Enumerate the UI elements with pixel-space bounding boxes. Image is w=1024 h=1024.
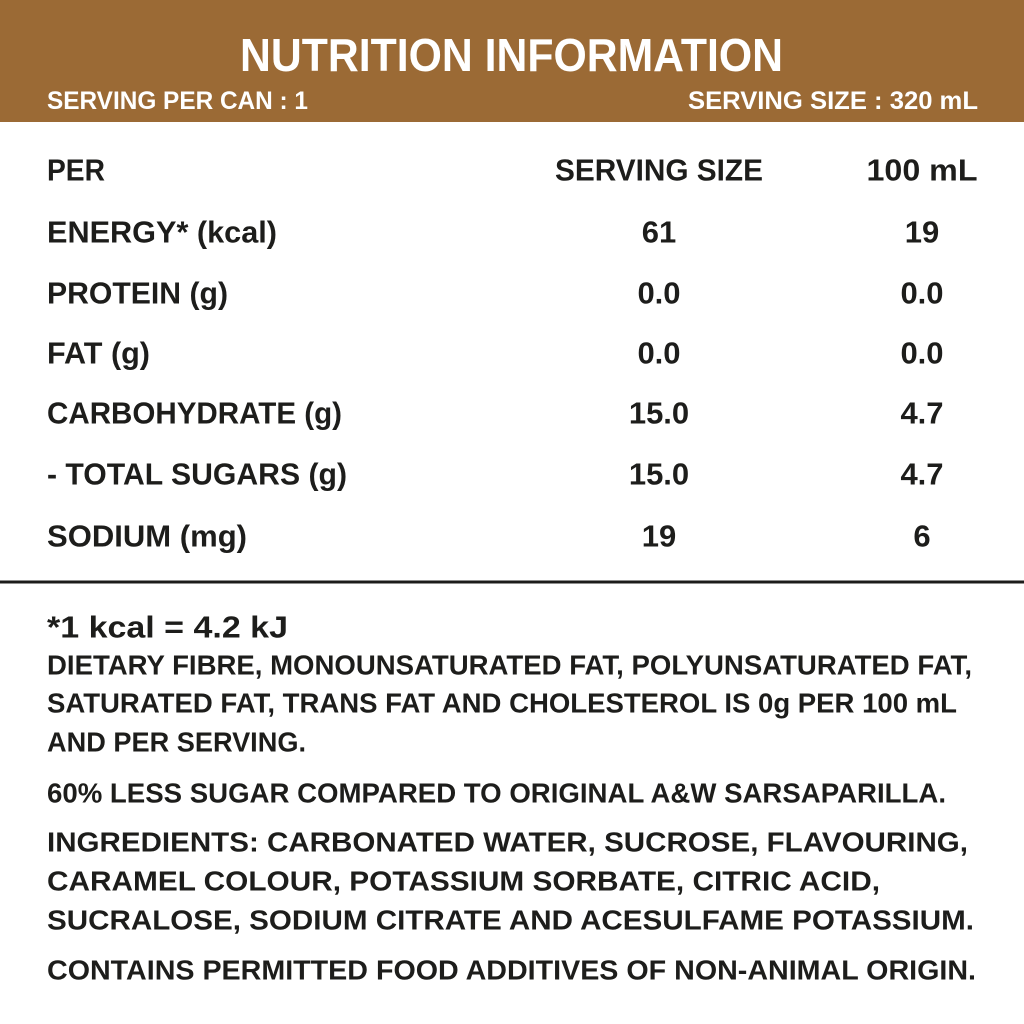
note-line: INGREDIENTS: CARBONATED WATER, SUCROSE, …	[47, 827, 968, 858]
note-line: CARAMEL COLOUR, POTASSIUM SORBATE, CITRI…	[47, 866, 880, 897]
cell-value: 4.7	[900, 396, 943, 431]
footnote: *1 kcal = 4.2 kJ	[47, 610, 288, 645]
row-label: - TOTAL SUGARS (g)	[47, 457, 347, 492]
cell-value: 0.0	[637, 276, 680, 311]
note-line: SUCRALOSE, SODIUM CITRATE AND ACESULFAME…	[47, 905, 974, 936]
column-header: PER	[47, 153, 105, 188]
cell-value: 15.0	[629, 396, 689, 431]
header-band	[0, 0, 1024, 122]
cell-value: 4.7	[900, 457, 943, 492]
serving-per-can: SERVING PER CAN : 1	[47, 87, 308, 115]
cell-value: 19	[642, 519, 676, 554]
title: NUTRITION INFORMATION	[240, 29, 783, 81]
row-label: FAT (g)	[47, 336, 150, 371]
row-label: CARBOHYDRATE (g)	[47, 396, 342, 431]
row-label: SODIUM (mg)	[47, 519, 247, 554]
note-line: SATURATED FAT, TRANS FAT AND CHOLESTEROL…	[47, 688, 957, 719]
column-header: 100 mL	[867, 153, 978, 188]
cell-value: 0.0	[900, 336, 943, 371]
serving-size: SERVING SIZE : 320 mL	[688, 87, 978, 115]
note-line: 60% LESS SUGAR COMPARED TO ORIGINAL A&W …	[47, 778, 946, 809]
cell-value: 0.0	[900, 276, 943, 311]
cell-value: 61	[642, 215, 676, 250]
note-line: DIETARY FIBRE, MONOUNSATURATED FAT, POLY…	[47, 650, 972, 681]
note-line: AND PER SERVING.	[47, 727, 306, 758]
row-label: ENERGY* (kcal)	[47, 215, 277, 250]
cell-value: 6	[913, 519, 930, 554]
note-line: CONTAINS PERMITTED FOOD ADDITIVES OF NON…	[47, 955, 976, 986]
cell-value: 19	[905, 215, 939, 250]
column-header: SERVING SIZE	[555, 153, 763, 188]
row-label: PROTEIN (g)	[47, 276, 228, 311]
cell-value: 15.0	[629, 457, 689, 492]
cell-value: 0.0	[637, 336, 680, 371]
